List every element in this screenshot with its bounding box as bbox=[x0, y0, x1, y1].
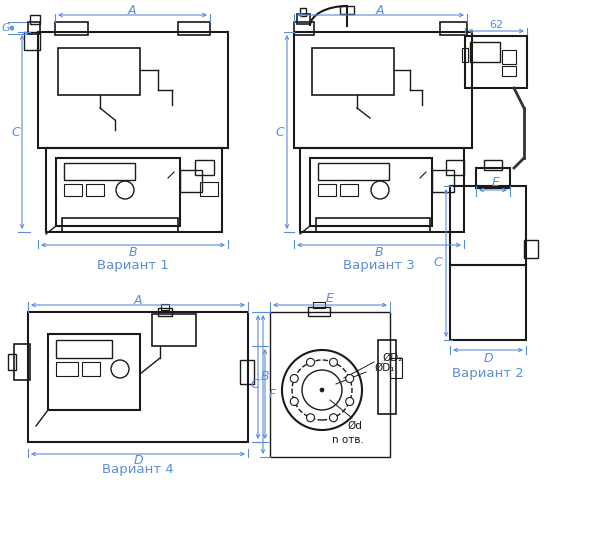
Text: Вариант 4: Вариант 4 bbox=[102, 463, 174, 477]
Bar bbox=[313, 302, 325, 308]
Bar bbox=[64, 184, 82, 196]
Bar bbox=[161, 304, 169, 310]
Text: F: F bbox=[268, 387, 275, 400]
Bar bbox=[316, 218, 430, 232]
Bar bbox=[502, 66, 516, 76]
Text: ØD₁: ØD₁ bbox=[374, 363, 395, 373]
Bar bbox=[446, 160, 464, 175]
Text: Вариант 1: Вариант 1 bbox=[97, 258, 169, 271]
Circle shape bbox=[290, 374, 298, 382]
Circle shape bbox=[307, 358, 314, 366]
Bar bbox=[62, 218, 178, 232]
Bar bbox=[465, 36, 527, 88]
Bar bbox=[440, 22, 467, 35]
Bar bbox=[484, 160, 502, 170]
Bar bbox=[64, 163, 135, 180]
Text: D: D bbox=[483, 351, 493, 364]
Circle shape bbox=[290, 398, 298, 405]
Text: Вариант 2: Вариант 2 bbox=[452, 368, 524, 380]
Bar bbox=[38, 32, 228, 148]
Bar bbox=[462, 48, 468, 62]
Bar bbox=[294, 32, 472, 148]
Bar bbox=[56, 340, 112, 358]
Text: B: B bbox=[128, 245, 137, 258]
Bar bbox=[28, 22, 40, 34]
Bar bbox=[46, 148, 222, 232]
Text: A: A bbox=[134, 294, 142, 306]
Bar bbox=[82, 362, 100, 376]
Text: ØD₂: ØD₂ bbox=[382, 353, 403, 363]
Bar bbox=[180, 170, 202, 192]
Text: A: A bbox=[376, 3, 384, 16]
Bar bbox=[450, 186, 526, 340]
Circle shape bbox=[320, 388, 324, 392]
Bar bbox=[502, 50, 516, 64]
Circle shape bbox=[346, 374, 354, 382]
Text: 62: 62 bbox=[489, 20, 503, 30]
Bar bbox=[195, 160, 214, 175]
Bar bbox=[8, 354, 16, 370]
Bar bbox=[178, 22, 210, 35]
Text: B: B bbox=[374, 245, 383, 258]
Bar bbox=[28, 312, 248, 442]
Bar bbox=[48, 334, 140, 410]
Circle shape bbox=[346, 398, 354, 405]
Bar bbox=[318, 184, 336, 196]
Circle shape bbox=[329, 414, 337, 422]
Bar bbox=[152, 314, 196, 346]
Text: D: D bbox=[133, 454, 143, 467]
Bar bbox=[300, 148, 464, 232]
Text: Вариант 3: Вариант 3 bbox=[343, 258, 415, 271]
Bar bbox=[310, 158, 432, 226]
Bar bbox=[294, 22, 314, 35]
Bar bbox=[470, 42, 500, 62]
Bar bbox=[24, 32, 40, 50]
Bar bbox=[340, 184, 358, 196]
Bar bbox=[340, 6, 354, 14]
Text: n отв.: n отв. bbox=[332, 435, 364, 445]
Bar bbox=[308, 307, 330, 316]
Bar bbox=[378, 340, 396, 414]
Bar bbox=[300, 8, 306, 16]
Text: C: C bbox=[434, 257, 442, 269]
Text: G: G bbox=[2, 23, 10, 33]
Text: C: C bbox=[251, 378, 259, 391]
Bar bbox=[524, 240, 538, 258]
Bar bbox=[432, 170, 454, 192]
Bar bbox=[158, 308, 172, 316]
Text: C: C bbox=[11, 126, 20, 139]
Text: E: E bbox=[326, 293, 334, 306]
Bar bbox=[56, 158, 180, 226]
Bar bbox=[58, 48, 140, 95]
Bar bbox=[476, 168, 510, 188]
Text: A: A bbox=[128, 3, 136, 16]
Text: E: E bbox=[492, 176, 500, 189]
Text: Ød: Ød bbox=[347, 421, 362, 431]
Bar bbox=[240, 360, 254, 384]
Bar bbox=[200, 182, 218, 196]
Bar bbox=[318, 163, 389, 180]
Circle shape bbox=[307, 414, 314, 422]
Bar bbox=[312, 48, 394, 95]
Bar bbox=[55, 22, 88, 35]
Bar bbox=[56, 362, 78, 376]
Circle shape bbox=[329, 358, 337, 366]
Bar bbox=[14, 344, 30, 380]
Bar bbox=[86, 184, 104, 196]
Bar bbox=[270, 312, 390, 457]
Bar bbox=[390, 358, 402, 378]
Text: B: B bbox=[260, 370, 269, 384]
Bar bbox=[297, 14, 310, 24]
Text: C: C bbox=[275, 126, 284, 139]
Bar bbox=[30, 15, 40, 24]
